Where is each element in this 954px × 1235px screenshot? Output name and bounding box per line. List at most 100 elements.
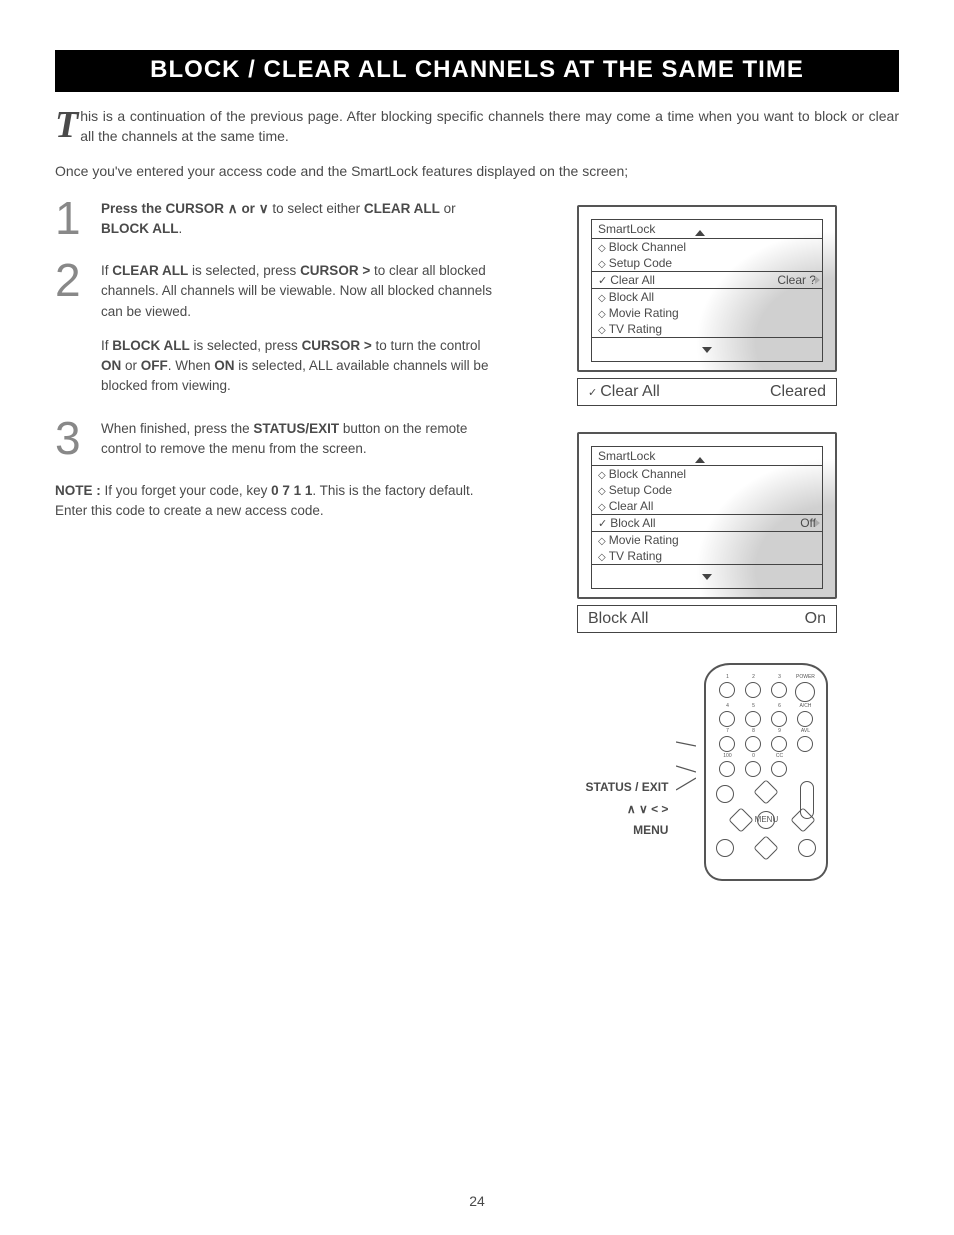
t: OFF [141,358,168,373]
note-label: NOTE : [55,483,101,498]
remote-down-key [754,835,779,860]
remote-key [745,711,761,727]
step-2-text-1: If CLEAR ALL is selected, press CURSOR >… [101,261,495,322]
t: Movie Rating [598,306,679,320]
menu-item: Movie Rating [592,305,822,321]
steps-column: 1 Press the CURSOR ∧ or ∨ to select eith… [55,199,495,881]
key-label: 8 [752,729,755,734]
remote-key [771,761,787,777]
remote-key [797,711,813,727]
remote-power-key [795,682,815,702]
t: or [121,358,141,373]
key-label: 1 [726,675,729,680]
t: When finished, press the [101,421,253,436]
page-title-bar: BLOCK / CLEAR ALL CHANNELS AT THE SAME T… [55,50,899,92]
t: Setup Code [598,483,672,497]
triangle-down-icon [702,347,712,353]
t: Block Channel [598,240,686,254]
menu-item-selected: Clear AllClear ? [592,271,822,289]
key-label: 100 [723,754,731,759]
t: . When [168,358,215,373]
key-label: A/CH [799,704,811,709]
t: CURSOR > [302,338,372,353]
menu-item: Block Channel [592,466,822,482]
t: TV Rating [598,322,662,336]
remote-volume-rocker [800,781,814,819]
menu-footer [592,337,822,361]
strip-right: Cleared [770,383,826,401]
intro-paragraph: This is a continuation of the previous p… [55,106,899,147]
remote-key [771,711,787,727]
strip-left: Block All [588,610,648,628]
tv-menu-clear-all: SmartLock Block Channel Setup Code Clear… [577,205,837,372]
key-label: 4 [726,704,729,709]
key-label: 5 [752,704,755,709]
t: CLEAR ALL [364,201,440,216]
menu-value: Clear ? [777,273,816,287]
key-label: AVL [801,729,810,734]
t: Block All [598,290,654,304]
strip-right: On [805,610,826,628]
t: CLEAR ALL [112,263,188,278]
remote-menu-key: MENU [757,811,775,829]
remote-key [797,736,813,752]
t: Movie Rating [598,533,679,547]
menu-item: Block All [592,289,822,305]
key-label: 6 [778,704,781,709]
t: Clear All [598,499,653,513]
default-code: 0 7 1 1 [271,483,312,498]
t: TV Rating [598,549,662,563]
cursor-down-glyph: ∨ [259,201,269,216]
remote-body: 1 2 3 POWER 4 5 6 A/CH [704,663,828,881]
menu-item: TV Rating [592,548,822,564]
step-3-text: When finished, press the STATUS/EXIT but… [101,419,495,460]
menu-item: Setup Code [592,482,822,498]
step-3: 3 When finished, press the STATUS/EXIT b… [55,419,495,460]
remote-nav-cluster: MENU [714,783,818,857]
remote-figure: STATUS / EXIT ∧ ∨ < > MENU 1 2 3 POWER [586,663,829,881]
remote-sleep-key [716,839,734,857]
menu-item: Setup Code [592,255,822,271]
figures-column: SmartLock Block Channel Setup Code Clear… [515,199,899,881]
remote-status-key [716,785,734,803]
menu-item: TV Rating [592,321,822,337]
step-number: 2 [55,261,101,397]
key-label: 0 [752,754,755,759]
remote-key [771,682,787,698]
step-2: 2 If CLEAR ALL is selected, press CURSOR… [55,261,495,397]
t: Setup Code [598,256,672,270]
t: Block Channel [598,467,686,481]
step-1-text: Press the CURSOR ∧ or ∨ to select either… [101,199,495,240]
remote-key [745,761,761,777]
remote-key [719,682,735,698]
callout-cursor: ∧ ∨ < > [586,799,669,821]
remote-key [719,761,735,777]
t: is selected, press [190,338,302,353]
status-strip-clear: Clear All Cleared [577,378,837,406]
cursor-up-glyph: ∧ [228,201,238,216]
menu-header: SmartLock [592,447,822,466]
t: or [238,201,259,216]
menu-header: SmartLock [592,220,822,239]
t: STATUS/EXIT [253,421,339,436]
step-number: 3 [55,419,101,460]
t: BLOCK ALL [112,338,190,353]
t: . [179,221,183,236]
remote-key [771,736,787,752]
key-label: CC [776,754,783,759]
t: If you forget your code, key [101,483,271,498]
remote-key [745,736,761,752]
remote-key [719,736,735,752]
callout-status: STATUS / EXIT [586,777,669,799]
t: If [101,263,112,278]
strip-left: Clear All [588,383,660,401]
menu-title: SmartLock [598,449,655,463]
step-number: 1 [55,199,101,240]
menu-value: Off [800,516,816,530]
remote-up-key [754,779,779,804]
status-strip-block: Block All On [577,605,837,633]
remote-keypad: 1 2 3 POWER 4 5 6 A/CH [714,675,818,777]
t: is selected, press [188,263,300,278]
t: or [440,201,456,216]
key-label: 9 [778,729,781,734]
